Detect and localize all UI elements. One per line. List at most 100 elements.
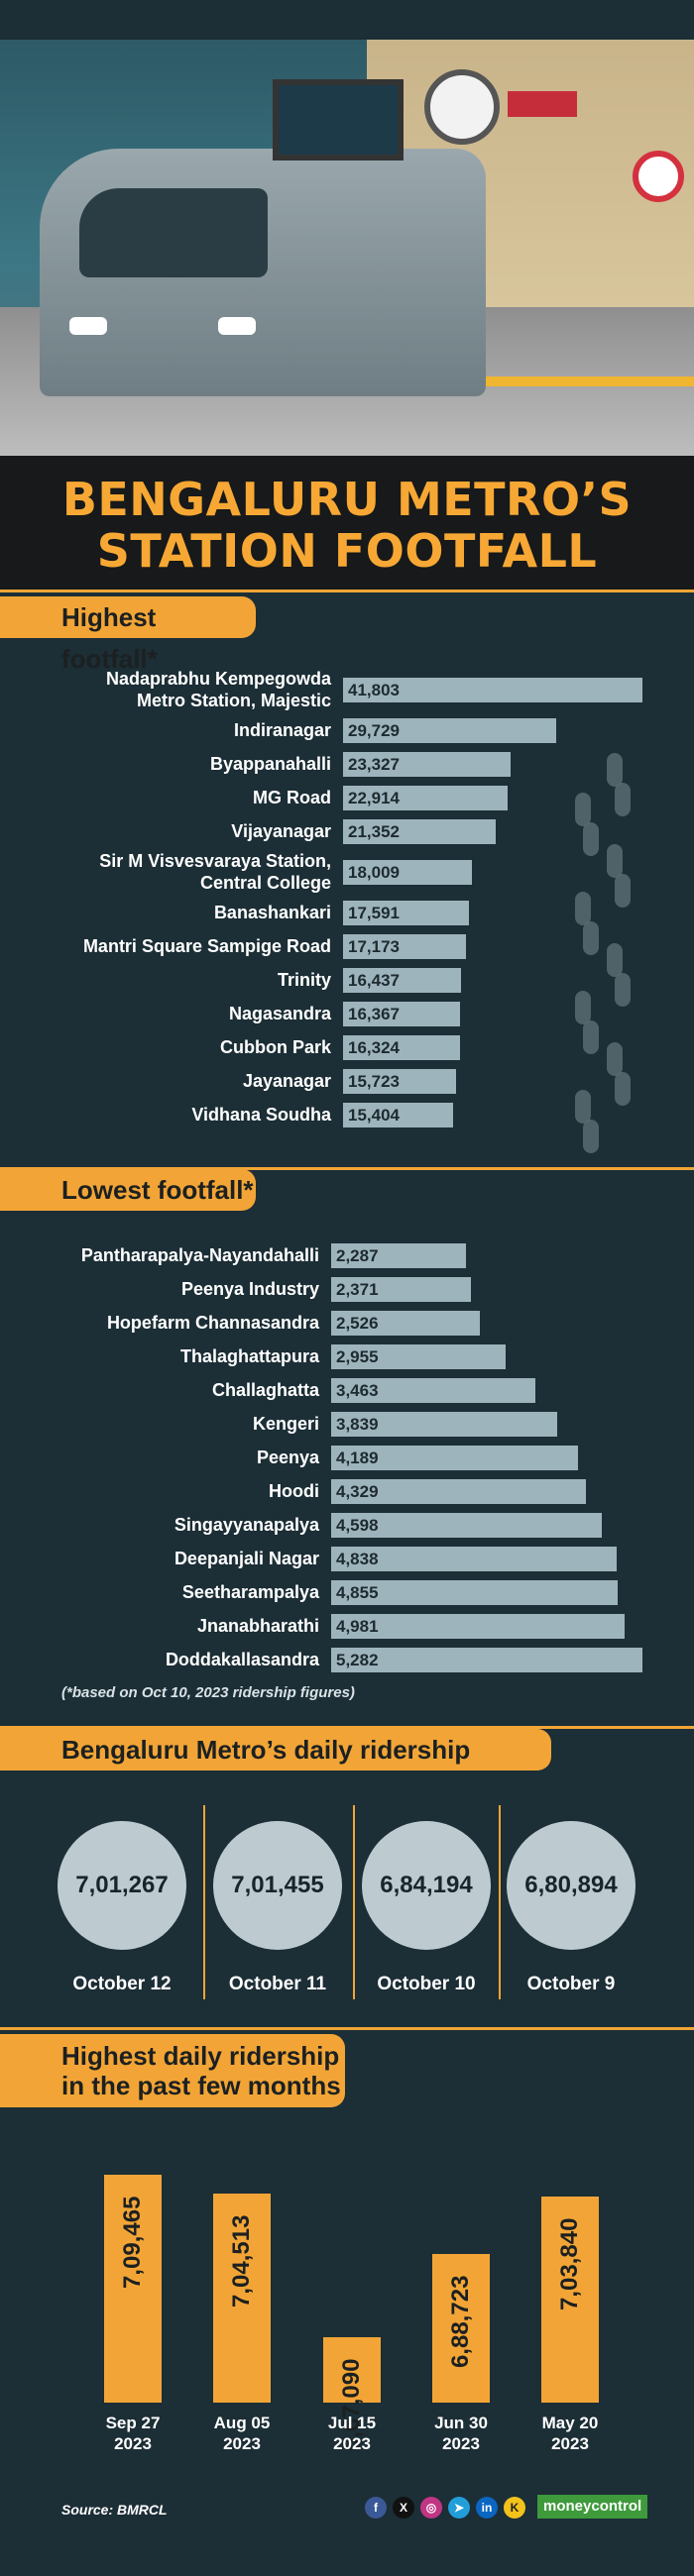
- bar-value-label: 2,287: [336, 1245, 379, 1265]
- bar-value-label: 4,855: [336, 1582, 379, 1602]
- footprint-icon: [583, 1020, 599, 1054]
- koo-icon[interactable]: K: [504, 2497, 525, 2519]
- bar-label: Kengeri: [252, 1414, 319, 1434]
- bar: [343, 785, 508, 810]
- vertical-bar-category: May 20 2023: [541, 2414, 599, 2453]
- train-headlight-left: [69, 317, 107, 335]
- footprint-icon: [575, 793, 591, 826]
- bar-label: Seetharampalya: [181, 1582, 319, 1602]
- bar-label: Jayanagar: [242, 1071, 331, 1091]
- bar: [331, 1647, 642, 1672]
- section-divider: [0, 1167, 694, 1170]
- bar-label: Mantri Square Sampige Road: [82, 936, 331, 956]
- ridership-circle: [213, 1821, 342, 1950]
- vertical-bar-category: Jun 30 2023: [434, 2414, 488, 2453]
- section-divider: [0, 590, 694, 592]
- bar-label: Indiranagar: [233, 720, 331, 740]
- vertical-bar-value: 7,03,840: [556, 2217, 583, 2310]
- bar-label: Deepanjali Nagar: [174, 1549, 319, 1568]
- bar: [331, 1343, 506, 1369]
- bar: [343, 818, 497, 844]
- footprint-icon: [575, 991, 591, 1024]
- highest-daily-ridership-heading-line-2: in the past few months: [61, 2071, 341, 2100]
- footprint-icon: [583, 1120, 599, 1153]
- direction-sign-icon: [508, 91, 577, 117]
- bar: [343, 1068, 456, 1094]
- section-divider: [0, 2027, 694, 2030]
- vertical-bar-value: 6,88,723: [447, 2275, 474, 2369]
- bar-label: Peenya Industry: [180, 1279, 319, 1299]
- bar-label: Nadaprabhu Kempegowda Metro Station, Maje…: [105, 669, 331, 710]
- vertical-bar: [541, 2196, 599, 2403]
- brand-logo: moneycontrol: [537, 2495, 648, 2519]
- footprint-icon: [615, 1072, 631, 1106]
- footprint-icon: [615, 783, 631, 816]
- ridership-date-label: October 9: [526, 1974, 616, 1994]
- bar-label: Jnanabharathi: [196, 1616, 319, 1636]
- bar-label: Hopefarm Channasandra: [106, 1313, 319, 1333]
- ridership-date-label: October 11: [228, 1974, 327, 1994]
- footprint-icon: [607, 1042, 623, 1076]
- bar-label: Nagasandra: [228, 1004, 331, 1023]
- x-icon[interactable]: X: [393, 2497, 414, 2519]
- telegram-icon[interactable]: ➤: [448, 2497, 470, 2519]
- footprint-icon: [615, 973, 631, 1007]
- bar: [331, 1411, 558, 1437]
- bar-value-label: 17,173: [348, 936, 400, 956]
- bar: [343, 1102, 454, 1127]
- bar-value-label: 18,009: [348, 862, 400, 882]
- bar-value-label: 4,981: [336, 1616, 379, 1636]
- bar-value-label: 4,189: [336, 1448, 379, 1467]
- ridership-value: 6,80,894: [524, 1872, 618, 1898]
- bar-value-label: 21,352: [348, 821, 400, 841]
- instagram-icon[interactable]: ◎: [420, 2497, 442, 2519]
- highest-daily-ridership-heading-line-1: Highest daily ridership: [61, 2041, 340, 2071]
- bar-label: Vidhana Soudha: [191, 1105, 331, 1125]
- bar-value-label: 16,437: [348, 970, 400, 990]
- bar: [331, 1276, 471, 1302]
- bar-label: Sir M Visvesvaraya Station, Central Colle…: [99, 851, 331, 893]
- footprint-icon: [575, 892, 591, 925]
- bar: [331, 1579, 618, 1605]
- column-separator: [203, 1805, 205, 1999]
- footprint-icon: [575, 1090, 591, 1124]
- bar-value-label: 2,371: [336, 1279, 379, 1299]
- bar: [343, 933, 467, 959]
- bar-value-label: 41,803: [348, 680, 400, 699]
- source-credit: Source: BMRCL: [61, 2502, 168, 2518]
- bar-label: Singayyanapalya: [174, 1515, 319, 1535]
- footprint-icon: [583, 822, 599, 856]
- bar: [331, 1512, 603, 1538]
- bar-label: Hoodi: [269, 1481, 319, 1501]
- bar-label: Vijayanagar: [231, 821, 331, 841]
- ridership-circle: [58, 1821, 186, 1950]
- bar-value-label: 23,327: [348, 754, 400, 774]
- bar-value-label: 4,598: [336, 1515, 379, 1535]
- bar-label: Doddakallasandra: [165, 1650, 319, 1669]
- footprint-icon: [615, 874, 631, 908]
- metro-station-illustration: [0, 40, 694, 456]
- bar: [343, 677, 642, 702]
- vertical-bar-category: Aug 05 2023: [213, 2414, 271, 2453]
- bar-label: Thalaghattapura: [179, 1346, 319, 1366]
- highest-footfall-heading: Highest footfall*: [0, 596, 256, 674]
- bar: [331, 1377, 535, 1403]
- bar: [331, 1242, 466, 1268]
- bar-label: Peenya: [256, 1448, 319, 1467]
- bar: [331, 1546, 617, 1571]
- bar: [343, 859, 473, 885]
- bar-value-label: 4,329: [336, 1481, 379, 1501]
- facebook-icon[interactable]: f: [365, 2497, 387, 2519]
- no-entry-sign-icon: [633, 151, 684, 202]
- vertical-bar-value: 7,04,513: [228, 2214, 255, 2308]
- bar: [343, 751, 511, 777]
- bar: [343, 1001, 461, 1026]
- bar: [331, 1478, 587, 1504]
- bar-value-label: 5,282: [336, 1650, 379, 1669]
- vertical-bar-category: Sep 27 2023: [105, 2414, 161, 2453]
- bar-value-label: 16,324: [348, 1037, 400, 1057]
- linkedin-icon[interactable]: in: [476, 2497, 498, 2519]
- daily-ridership-heading: Bengaluru Metro’s daily ridership: [0, 1729, 551, 1771]
- bar-value-label: 16,367: [348, 1004, 400, 1023]
- bar: [343, 717, 556, 743]
